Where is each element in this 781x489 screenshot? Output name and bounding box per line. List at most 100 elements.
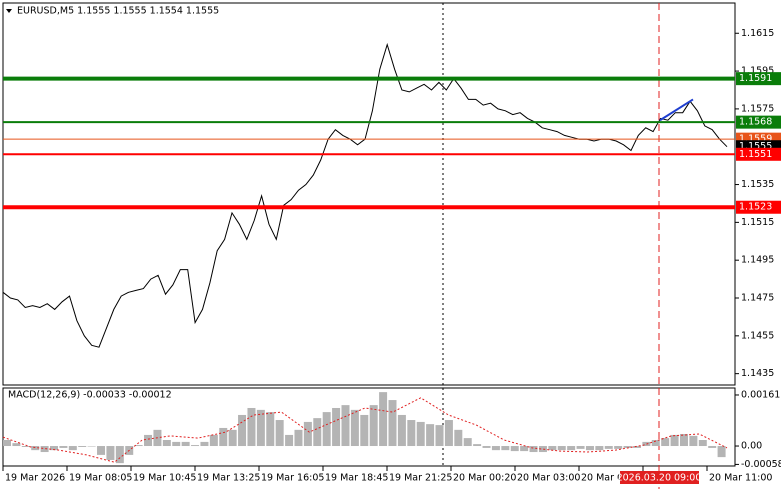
macd-bar	[614, 446, 623, 449]
macd-title: MACD(12,26,9) -0.00033 -0.00012	[8, 390, 172, 401]
macd-bar	[491, 446, 500, 451]
y-tick-label: 1.1535	[741, 179, 774, 190]
macd-bar	[416, 421, 425, 447]
macd-bar	[576, 446, 585, 449]
macd-bar	[360, 414, 369, 447]
level-label-box	[736, 115, 781, 129]
macd-bar	[247, 407, 256, 447]
x-tick-label: 19 Mar 21:25	[389, 473, 452, 484]
trendline	[659, 98, 694, 122]
x-tick-label: 19 Mar 2026	[5, 473, 65, 484]
macd-frame	[2, 387, 736, 467]
level-label: 1.1551	[739, 149, 772, 160]
y-tick-label: -0.00058	[741, 459, 781, 470]
macd-bar	[256, 409, 265, 447]
macd-bar	[501, 446, 510, 451]
level-label-box	[736, 72, 781, 86]
macd-bar	[651, 440, 660, 447]
macd-bar	[482, 446, 491, 448]
x-tick-label: 20 Mar 11:00	[709, 473, 772, 484]
macd-bar	[106, 446, 115, 460]
y-tick-label: 1.1475	[741, 293, 774, 304]
macd-bar	[285, 434, 294, 447]
macd-bar	[191, 445, 200, 447]
y-tick-label: 0.00	[741, 441, 762, 452]
x-tick-label: 19 Mar 10:45	[133, 473, 196, 484]
x-tick-label: 19 Mar 13:25	[197, 473, 260, 484]
macd-bar	[567, 446, 576, 451]
y-tick-label: 1.1495	[741, 255, 774, 266]
macd-bar	[97, 446, 106, 455]
macd-bar	[585, 446, 594, 451]
crosshair-box	[620, 471, 699, 484]
macd-bar	[115, 446, 124, 464]
x-tick-label: 20 Mar 05:	[581, 473, 632, 484]
x-tick-label: 20 Mar 03:00	[517, 473, 580, 484]
macd-bar	[708, 446, 717, 448]
macd-bar	[435, 425, 444, 447]
level-label: 1.1591	[739, 73, 772, 84]
macd-bar	[510, 446, 519, 452]
x-tick-label: 19 Mar 18:45	[325, 473, 388, 484]
macd-bar	[444, 420, 453, 447]
macd-bar	[68, 446, 77, 451]
macd-bar	[341, 405, 350, 447]
macd-bar	[717, 446, 726, 458]
level-label-box	[736, 200, 781, 214]
header: EURUSD,M5 1.1555 1.1555 1.1554 1.1555	[17, 6, 219, 17]
macd-bar	[3, 440, 11, 447]
macd-bar	[520, 446, 529, 452]
macd-bar	[21, 446, 30, 447]
macd-bar	[219, 427, 228, 447]
macd-bar	[557, 446, 566, 451]
macd-bar	[144, 434, 153, 447]
x-tick-label: 19 Mar 08:05	[69, 473, 132, 484]
macd-bar	[407, 420, 416, 447]
macd-bar	[31, 446, 40, 451]
price-frame	[2, 2, 736, 386]
macd-bar	[87, 446, 96, 447]
macd-bar	[670, 434, 679, 447]
macd-bar	[689, 435, 698, 447]
macd-bar	[454, 429, 463, 447]
y-tick-label: 1.1615	[741, 28, 774, 39]
macd-bar	[379, 392, 388, 447]
level-label: 1.1555	[739, 141, 772, 152]
macd-bar	[595, 446, 604, 451]
macd-bar	[350, 409, 359, 447]
macd-bar	[59, 446, 68, 448]
y-tick-label: 1.1575	[741, 103, 774, 114]
macd-bar	[40, 446, 49, 453]
macd-bar	[275, 420, 284, 447]
macd-bar	[369, 405, 378, 447]
macd-bar	[200, 441, 209, 447]
macd-bar	[172, 441, 181, 447]
macd-bar	[473, 444, 482, 447]
level-label-box	[736, 147, 781, 161]
macd-bar	[538, 446, 547, 453]
macd-bar	[134, 445, 143, 447]
macd-bar	[228, 429, 237, 447]
x-tick-label: 19 Mar 16:05	[261, 473, 324, 484]
crosshair-label: 2026.03.20 09:00	[617, 473, 702, 484]
macd-bar	[604, 446, 613, 449]
macd-bar	[679, 433, 688, 447]
macd-bar	[238, 414, 247, 447]
macd-bar	[548, 446, 557, 451]
macd-bar	[388, 400, 397, 447]
macd-bar	[303, 421, 312, 447]
macd-bar	[12, 443, 21, 447]
level-label: 1.1568	[739, 117, 772, 128]
level-label: 1.1523	[739, 202, 772, 213]
level-label: 1.1559	[739, 134, 772, 145]
y-tick-label: 0.00161	[741, 389, 780, 400]
y-tick-label: 1.1435	[741, 368, 774, 379]
menu-arrow[interactable]	[6, 9, 12, 13]
macd-bar	[623, 446, 632, 448]
macd-bar	[209, 434, 218, 447]
macd-bar	[181, 441, 190, 447]
y-tick-label: 1.1595	[741, 66, 774, 77]
macd-bar	[313, 418, 322, 447]
